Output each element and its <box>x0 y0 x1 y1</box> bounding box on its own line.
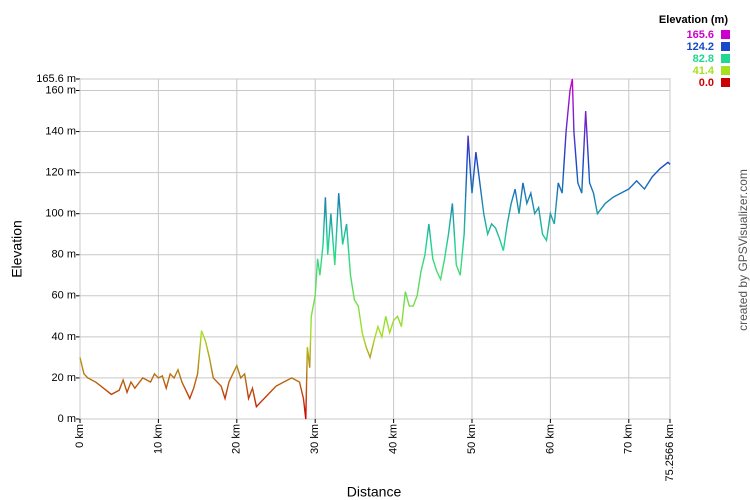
legend-label: 82.8 <box>693 53 714 65</box>
y-tick-label: 120 m <box>45 167 76 179</box>
legend-swatch <box>721 30 730 39</box>
x-tick-label: 0 km <box>74 424 86 448</box>
legend-swatch <box>721 42 730 51</box>
y-tick-label: 140 m <box>45 125 76 137</box>
legend-label: 41.4 <box>693 65 715 77</box>
x-tick-label: 60 km <box>544 424 556 454</box>
legend-swatch <box>721 66 730 75</box>
plot-area <box>79 78 671 420</box>
x-tick-label: 30 km <box>309 424 321 454</box>
x-tick-label: 70 km <box>623 424 635 454</box>
y-tick-label: 60 m <box>52 290 76 302</box>
x-tick-label: 40 km <box>388 424 400 454</box>
x-tick-label: 20 km <box>231 424 243 454</box>
legend-swatch <box>721 54 730 63</box>
legend-swatch <box>721 78 730 87</box>
y-tick-label: 165.6 m <box>36 73 76 85</box>
x-axis-label: Distance <box>347 484 402 500</box>
elevation-line <box>79 78 671 420</box>
y-tick-label: 40 m <box>52 331 76 343</box>
x-tick-label: 75.2566 km <box>664 424 676 481</box>
y-axis-label: Elevation <box>9 220 25 278</box>
y-tick-label: 100 m <box>45 208 76 220</box>
legend-label: 165.6 <box>686 29 714 41</box>
legend-label: 0.0 <box>699 77 714 89</box>
y-tick-label: 160 m <box>45 84 76 96</box>
legend-label: 124.2 <box>686 41 714 53</box>
x-tick-label: 50 km <box>466 424 478 454</box>
y-tick-label: 0 m <box>58 413 76 425</box>
legend-title: Elevation (m) <box>659 14 728 26</box>
credit: created by GPSVisualizer.com <box>736 169 750 331</box>
y-tick-label: 20 m <box>52 372 76 384</box>
y-tick-label: 80 m <box>52 249 76 261</box>
x-tick-label: 10 km <box>152 424 164 454</box>
